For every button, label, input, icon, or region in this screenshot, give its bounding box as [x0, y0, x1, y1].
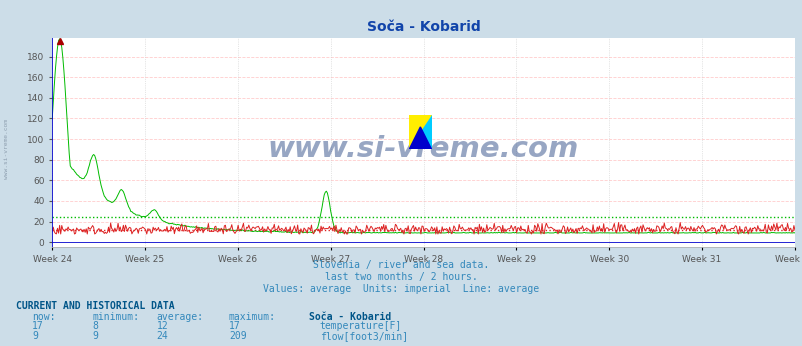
Text: now:: now:: [32, 312, 55, 322]
Text: 8: 8: [92, 321, 98, 331]
Polygon shape: [409, 115, 431, 149]
Text: www.si-vreme.com: www.si-vreme.com: [4, 119, 9, 179]
Text: 9: 9: [92, 331, 98, 341]
Title: Soča - Kobarid: Soča - Kobarid: [367, 20, 480, 34]
Text: average:: average:: [156, 312, 204, 322]
Text: 24: 24: [156, 331, 168, 341]
Polygon shape: [409, 127, 431, 149]
Text: CURRENT AND HISTORICAL DATA: CURRENT AND HISTORICAL DATA: [16, 301, 175, 311]
Text: minimum:: minimum:: [92, 312, 140, 322]
Text: 209: 209: [229, 331, 246, 341]
Text: temperature[F]: temperature[F]: [319, 321, 401, 331]
Text: 17: 17: [32, 321, 44, 331]
Text: 12: 12: [156, 321, 168, 331]
Text: maximum:: maximum:: [229, 312, 276, 322]
Text: 17: 17: [229, 321, 241, 331]
Text: Values: average  Units: imperial  Line: average: Values: average Units: imperial Line: av…: [263, 284, 539, 294]
Text: last two months / 2 hours.: last two months / 2 hours.: [325, 272, 477, 282]
Text: www.si-vreme.com: www.si-vreme.com: [268, 135, 578, 163]
Text: 9: 9: [32, 331, 38, 341]
Text: flow[foot3/min]: flow[foot3/min]: [319, 331, 407, 341]
Text: Slovenia / river and sea data.: Slovenia / river and sea data.: [313, 260, 489, 270]
Polygon shape: [409, 115, 431, 149]
Text: Soča - Kobarid: Soča - Kobarid: [309, 312, 391, 322]
